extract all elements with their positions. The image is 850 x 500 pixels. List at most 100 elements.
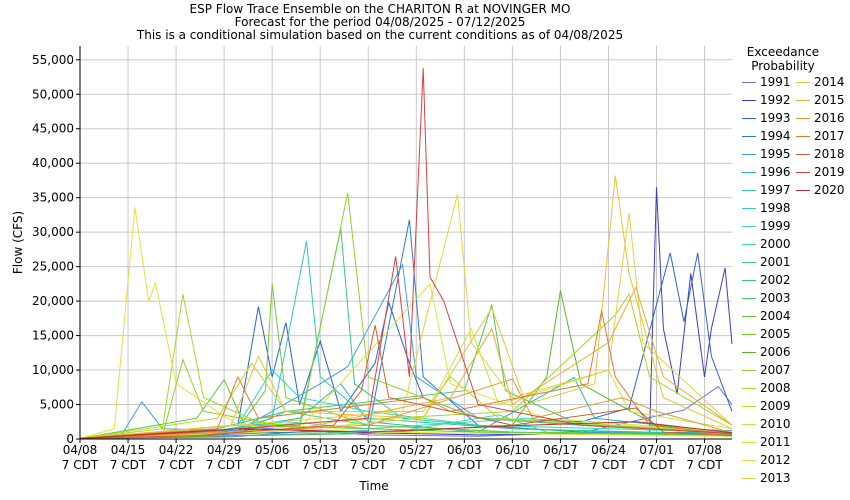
legend-label: 2008 — [760, 381, 791, 395]
y-tick-label: 45,000 — [32, 122, 74, 136]
legend-label: 2014 — [814, 75, 845, 89]
x-tick-label: 06/24 7 CDT — [590, 443, 627, 472]
y-tick-label: 35,000 — [32, 191, 74, 205]
legend-swatch — [742, 406, 756, 407]
y-tick-label: 0 — [66, 432, 74, 446]
legend-item-2017: 2017 — [796, 130, 845, 142]
legend-label: 2020 — [814, 183, 845, 197]
legend-swatch — [796, 118, 810, 119]
legend-swatch — [742, 208, 756, 209]
x-tick-label: 07/01 7 CDT — [638, 443, 675, 472]
legend-item-1999: 1999 — [742, 220, 791, 232]
legend-swatch — [742, 172, 756, 173]
legend-swatch — [796, 82, 810, 83]
y-axis-label: Flow (CFS) — [11, 211, 25, 274]
x-tick-label: 04/15 7 CDT — [110, 443, 147, 472]
legend-swatch — [742, 262, 756, 263]
legend-swatch — [742, 370, 756, 371]
legend-swatch — [742, 226, 756, 227]
legend-item-2002: 2002 — [742, 274, 791, 286]
series-line-2020 — [79, 421, 733, 439]
legend-swatch — [742, 316, 756, 317]
x-tick-label: 06/10 7 CDT — [494, 443, 531, 472]
legend-label: 2005 — [760, 327, 791, 341]
legend-item-2019: 2019 — [796, 166, 845, 178]
legend-label: 2018 — [814, 147, 845, 161]
y-tick-label: 30,000 — [32, 225, 74, 239]
x-tick-label: 05/20 7 CDT — [350, 443, 387, 472]
x-tick-label: 05/13 7 CDT — [302, 443, 339, 472]
series-line-1993 — [79, 252, 733, 439]
legend-swatch — [742, 154, 756, 155]
series-line-2014 — [79, 175, 733, 439]
y-tick-label: 15,000 — [32, 329, 74, 343]
legend-item-1994: 1994 — [742, 130, 791, 142]
y-tick-label: 5,000 — [40, 398, 74, 412]
legend-swatch — [742, 424, 756, 425]
legend-label: 2012 — [760, 453, 791, 467]
series-line-2019 — [79, 68, 733, 439]
legend-swatch — [742, 190, 756, 191]
legend-item-2009: 2009 — [742, 400, 791, 412]
legend-label: 1999 — [760, 219, 791, 233]
legend-swatch — [742, 118, 756, 119]
x-tick-label: 06/03 7 CDT — [446, 443, 483, 472]
series-line-2002 — [79, 228, 733, 439]
legend-item-2000: 2000 — [742, 238, 791, 250]
legend-item-2015: 2015 — [796, 94, 845, 106]
legend-title-line1: Exceedance — [746, 45, 820, 59]
series-line-2013 — [79, 194, 733, 439]
legend-item-1991: 1991 — [742, 76, 791, 88]
series-line-2015 — [79, 285, 733, 439]
x-tick-label: 05/06 7 CDT — [254, 443, 291, 472]
legend-swatch — [742, 334, 756, 335]
legend-title-line2: Probability — [751, 59, 815, 73]
y-tick-label: 40,000 — [32, 156, 74, 170]
legend-label: 2016 — [814, 111, 845, 125]
legend-swatch — [742, 298, 756, 299]
legend-swatch — [796, 100, 810, 101]
legend-swatch — [742, 244, 756, 245]
legend-swatch — [796, 190, 810, 191]
legend-item-1997: 1997 — [742, 184, 791, 196]
legend-label: 1995 — [760, 147, 791, 161]
legend-item-2014: 2014 — [796, 76, 845, 88]
x-tick-label: 06/17 7 CDT — [542, 443, 579, 472]
legend-label: 2006 — [760, 345, 791, 359]
legend-swatch — [742, 352, 756, 353]
legend-swatch — [796, 172, 810, 173]
legend-swatch — [742, 388, 756, 389]
y-tick-label: 25,000 — [32, 260, 74, 274]
legend-swatch — [796, 136, 810, 137]
legend-label: 2009 — [760, 399, 791, 413]
legend-item-2007: 2007 — [742, 364, 791, 376]
x-tick-label: 05/27 7 CDT — [398, 443, 435, 472]
legend-item-2004: 2004 — [742, 310, 791, 322]
x-axis-label: Time — [358, 479, 388, 493]
legend-item-2018: 2018 — [796, 148, 845, 160]
legend-item-2003: 2003 — [742, 292, 791, 304]
y-tick-label: 55,000 — [32, 53, 74, 67]
series-line-2018 — [79, 325, 733, 439]
legend-item-2006: 2006 — [742, 346, 791, 358]
legend-swatch — [742, 460, 756, 461]
legend-swatch — [796, 154, 810, 155]
legend-label: 2019 — [814, 165, 845, 179]
legend-label: 1998 — [760, 201, 791, 215]
legend-label: 1992 — [760, 93, 791, 107]
y-tick-label: 50,000 — [32, 87, 74, 101]
legend-item-1992: 1992 — [742, 94, 791, 106]
legend-item-2001: 2001 — [742, 256, 791, 268]
legend-label: 2003 — [760, 291, 791, 305]
series-line-2012 — [79, 207, 733, 439]
legend-swatch — [742, 136, 756, 137]
x-tick-label: 04/08 7 CDT — [62, 443, 99, 472]
legend-label: 2013 — [760, 471, 791, 485]
series-line-2009 — [79, 362, 733, 439]
legend-swatch — [742, 82, 756, 83]
series-line-2005 — [79, 283, 733, 439]
y-tick-label: 10,000 — [32, 363, 74, 377]
legend-swatch — [742, 442, 756, 443]
legend-item-2010: 2010 — [742, 418, 791, 430]
